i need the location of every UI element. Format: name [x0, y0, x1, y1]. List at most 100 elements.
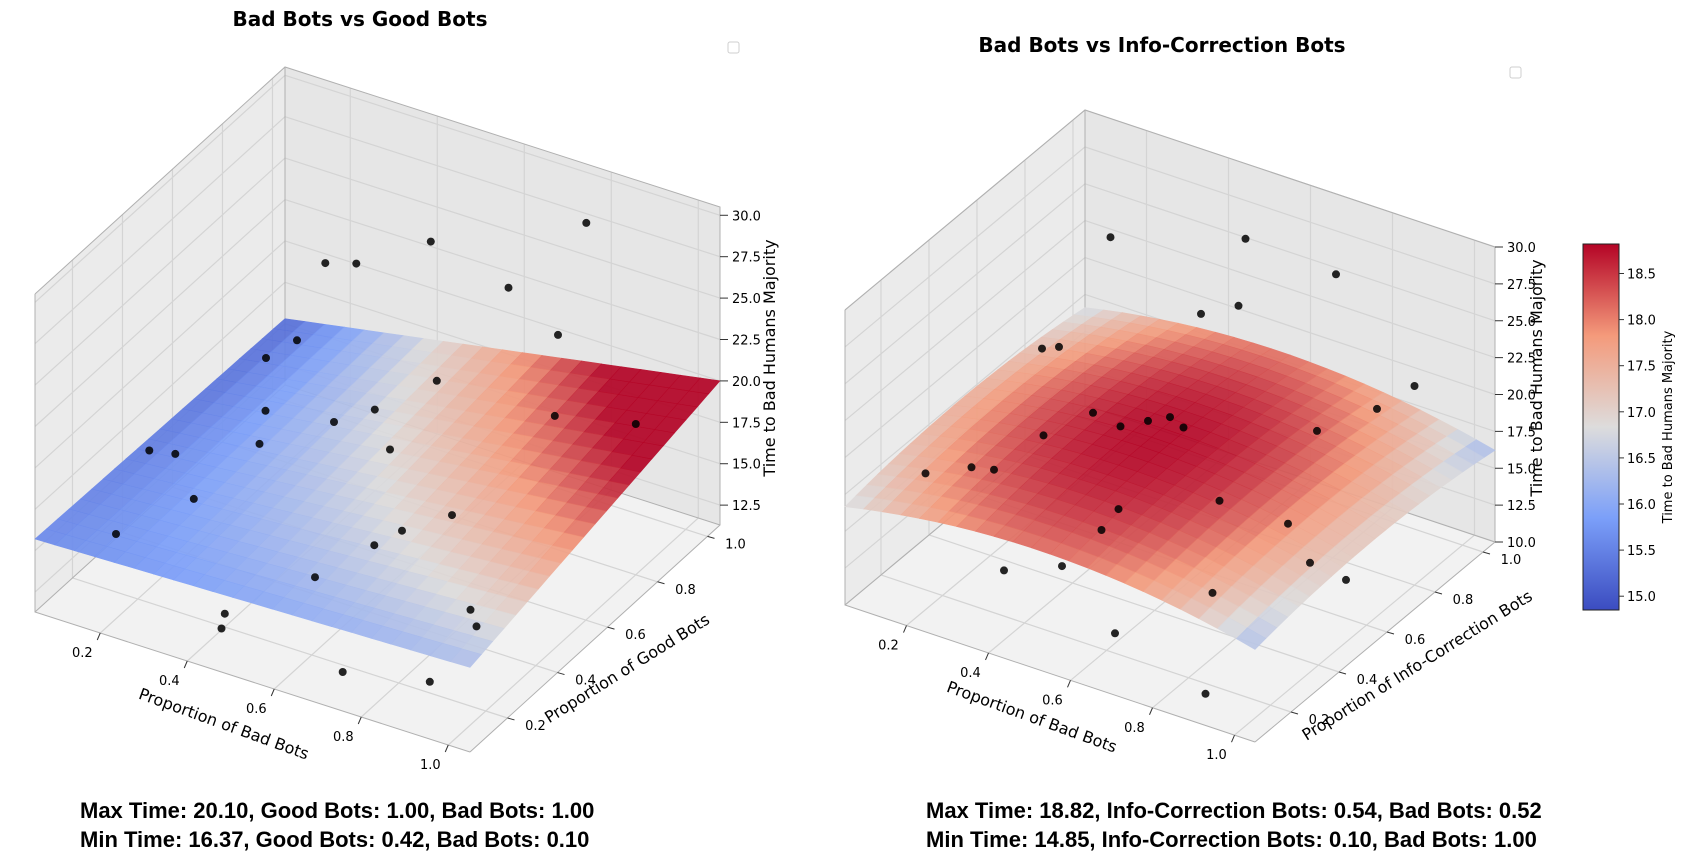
- left-scatter-point: [466, 605, 475, 614]
- right-legend-box: [1509, 66, 1522, 79]
- right-y-tick-mark: [1482, 551, 1491, 555]
- colorbar: 15.0 15.5 16.0 16.5 17.0 17.5 18.0 18.5 Time to…: [1582, 243, 1676, 611]
- colorbar-tick-label: 15.0: [1627, 590, 1656, 605]
- left-scatter-point: [145, 446, 154, 455]
- left-plot-area: 0.2 0.4 0.6 0.8 1.0 0.2 0.4 0.6 0.8 1.0 12.5 15.0 17…: [34, 66, 761, 773]
- colorbar-tick-label: 17.5: [1627, 360, 1656, 375]
- right-plot-area: 0.2 0.4 0.6 0.8 1.0 0.2 0.4 0.6 0.8 1.0 10.0 12.5 15…: [844, 109, 1536, 763]
- right-y-tick-mark: [1386, 631, 1395, 635]
- left-scatter-point: [370, 405, 379, 414]
- right-scatter-point: [921, 469, 930, 478]
- left-y-tick-label: 0.6: [625, 628, 646, 643]
- left-x-tick-mark: [183, 660, 188, 669]
- colorbar-tick-label: 15.5: [1627, 544, 1656, 559]
- right-scatter-point: [1097, 526, 1106, 534]
- right-z-tick-label: 30.0: [1507, 241, 1536, 256]
- left-scatter-point: [338, 668, 347, 676]
- left-tick-labels: 0.2 0.4 0.6 0.8 1.0 0.2 0.4 0.6 0.8 1.0 12.5 15.0 17…: [72, 209, 761, 773]
- right-scatter-point: [1058, 562, 1066, 571]
- right-min-caption: Min Time: 14.85, Info-Correction Bots: 0…: [926, 827, 1537, 852]
- right-scatter-point: [1410, 382, 1419, 390]
- right-x-tick-mark: [1149, 707, 1153, 715]
- left-y-tick-label: 0.8: [675, 583, 696, 598]
- right-x-tick-mark: [985, 652, 989, 661]
- right-scatter-point: [1215, 496, 1224, 505]
- left-scatter-point: [398, 526, 406, 535]
- colorbar-label: Time to Bad Humans Majority: [1661, 330, 1676, 524]
- right-z-tick-label: 17.5: [1507, 425, 1536, 440]
- left-surface-patch: [449, 648, 482, 668]
- left-scatter-point: [425, 677, 434, 686]
- left-y-tick-label: 1.0: [725, 537, 746, 552]
- left-scatter-point: [432, 376, 441, 385]
- right-x-tick-label: 0.8: [1124, 721, 1145, 736]
- left-x-tick-label: 0.6: [246, 702, 267, 717]
- left-scatter-point: [426, 237, 435, 246]
- left-scatter-point: [554, 330, 562, 339]
- right-scatter-point: [967, 463, 976, 472]
- right-surface: [844, 307, 1496, 650]
- left-scatter-point: [262, 354, 270, 362]
- right-chart-title: Bad Bots vs Info-Correction Bots: [978, 33, 1345, 57]
- left-pane-edge: [34, 66, 721, 753]
- left-scatter-point: [504, 283, 513, 292]
- right-z-tick-label: 27.5: [1507, 278, 1536, 293]
- right-y-tick-label: 1.0: [1501, 553, 1522, 568]
- right-scatter-point: [1179, 423, 1188, 432]
- right-scatter-point: [1000, 566, 1008, 575]
- left-scatter-point: [217, 624, 226, 633]
- left-scatter-point: [386, 445, 394, 454]
- right-x-axis-label: Proportion of Bad Bots: [944, 677, 1119, 756]
- left-x-tick-mark: [270, 688, 275, 697]
- left-x-tick-label: 0.8: [333, 730, 354, 745]
- right-scatter-point: [1106, 233, 1115, 242]
- right-y-tick-label: 0.8: [1453, 593, 1474, 608]
- left-y-tick-label: 0.2: [525, 719, 546, 734]
- left-x-tick-mark: [357, 716, 362, 725]
- right-x-tick-label: 0.6: [1042, 693, 1063, 708]
- colorbar-gradient: [1582, 243, 1620, 611]
- chart-left: Bad Bots vs Good Bots 0.20.40.60.81.00.2…: [34, 7, 779, 852]
- right-z-tick-label: 20.0: [1507, 389, 1536, 404]
- right-scatter-point: [1234, 301, 1243, 310]
- left-scatter-point: [352, 259, 361, 268]
- left-scatter-point: [370, 541, 379, 550]
- right-scatter-point: [1342, 575, 1350, 584]
- colorbar-ticks: 15.0 15.5 16.0 16.5 17.0 17.5 18.0 18.5: [1619, 268, 1656, 605]
- left-z-tick-label: 17.5: [732, 416, 761, 431]
- right-z-tick-label: 10.0: [1507, 536, 1536, 551]
- left-scatter-point: [631, 420, 640, 428]
- left-surface: [34, 318, 721, 668]
- right-scatter-point: [1197, 309, 1205, 318]
- left-x-tick-mark: [96, 632, 101, 641]
- left-x-tick-label: 1.0: [420, 758, 441, 773]
- right-scatter-point: [1241, 234, 1250, 243]
- left-legend-box: [727, 41, 740, 54]
- chart-right: Bad Bots vs Info-Correction Bots 0.20.40…: [844, 33, 1546, 852]
- left-y-tick-mark: [607, 626, 615, 630]
- colorbar-tick-label: 18.5: [1627, 268, 1656, 283]
- right-z-tick-label: 25.0: [1507, 315, 1536, 330]
- right-scatter-point: [1208, 588, 1217, 597]
- right-scatter-point: [1373, 404, 1381, 413]
- left-x-tick-label: 0.2: [72, 646, 93, 661]
- left-scatter-point: [171, 449, 180, 458]
- left-scatter-points: [112, 218, 640, 686]
- right-x-tick-mark: [903, 625, 907, 633]
- right-max-caption: Max Time: 18.82, Info-Correction Bots: 0…: [926, 798, 1542, 823]
- right-x-tick-mark: [1067, 680, 1071, 688]
- right-scatter-point: [1089, 408, 1097, 417]
- right-y-tick-label: 0.6: [1405, 633, 1426, 648]
- left-scatter-point: [321, 259, 330, 268]
- left-z-tick-label: 30.0: [732, 209, 761, 224]
- right-scatter-point: [1055, 342, 1063, 351]
- right-scatter-point: [1284, 519, 1292, 528]
- left-min-caption: Min Time: 16.37, Good Bots: 0.42, Bad Bo…: [80, 827, 589, 852]
- left-scatter-point: [472, 622, 481, 631]
- left-x-tick-label: 0.4: [159, 674, 180, 689]
- left-z-tick-label: 20.0: [732, 375, 761, 390]
- right-scatter-point: [1038, 344, 1046, 353]
- left-x-tick-mark: [444, 744, 449, 753]
- left-scatter-point: [311, 573, 319, 582]
- right-x-tick-label: 0.4: [960, 666, 981, 681]
